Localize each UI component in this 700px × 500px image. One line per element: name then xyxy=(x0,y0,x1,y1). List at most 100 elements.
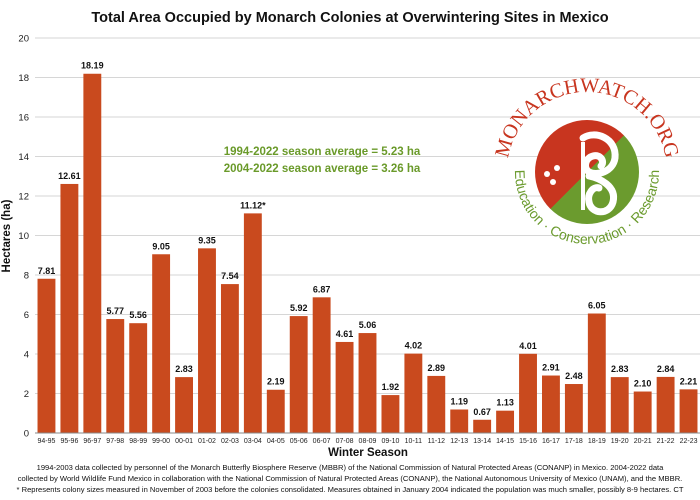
bar-07-08 xyxy=(335,341,354,433)
bar-02-03 xyxy=(220,284,239,433)
x-tick-label: 12-13 xyxy=(450,438,468,445)
x-tick-label: 11-12 xyxy=(428,438,445,445)
data-label: 2.83 xyxy=(175,364,193,374)
average-annotation-2004: 2004-2022 season average = 3.26 ha xyxy=(224,163,421,175)
data-label: 11.12* xyxy=(240,200,266,210)
bar-05-06 xyxy=(289,316,308,433)
x-tick-label: 14-15 xyxy=(496,438,514,445)
bar-16-17 xyxy=(542,375,560,433)
x-tick-label: 96-97 xyxy=(83,438,101,445)
bar-21-22 xyxy=(656,376,675,433)
data-label: 7.54 xyxy=(221,271,239,281)
butterfly-icon xyxy=(544,131,619,216)
bar-22-23 xyxy=(679,389,698,433)
y-tick-label: 18 xyxy=(18,73,29,84)
data-label: 5.56 xyxy=(129,310,147,320)
x-tick-label: 09-10 xyxy=(381,438,399,445)
footnote-line-2: collected by World Wildlife Fund Mexico … xyxy=(17,474,683,484)
y-axis-label: Hectares (ha) xyxy=(1,199,13,272)
data-label: 18.19 xyxy=(81,61,104,71)
data-label: 1.92 xyxy=(382,382,400,392)
bar-99-00 xyxy=(152,254,171,433)
x-tick-label: 22-23 xyxy=(680,438,698,445)
x-tick-label: 97-98 xyxy=(106,438,124,445)
data-label: 2.83 xyxy=(611,364,629,374)
bar-98-99 xyxy=(129,323,148,433)
x-tick-label: 95-96 xyxy=(60,438,78,445)
data-label: 2.91 xyxy=(542,363,560,373)
bar-95-96 xyxy=(60,183,79,433)
monarch-watch-logo: MONARCHWATCH.ORG Education · Conservatio… xyxy=(491,75,682,247)
x-axis-ticks: 94-95 95-96 96-97 97-98 98-99 99-00 00-01 01-02… xyxy=(38,438,698,445)
footnote-line-3: * Represents colony sizes measured in No… xyxy=(16,485,684,495)
data-label: 4.01 xyxy=(519,341,537,351)
y-tick-label: 12 xyxy=(18,192,29,203)
data-labels: 7.81 12.61 18.19 5.77 5.56 9.05 2.83 9.35 7.54 11… xyxy=(38,61,698,417)
y-tick-label: 14 xyxy=(18,152,29,163)
footnote-line-1: 1994-2003 data collected by personnel of… xyxy=(36,463,664,472)
bar-15-16 xyxy=(519,353,537,433)
bar-96-97 xyxy=(83,73,102,433)
x-tick-label: 05-06 xyxy=(290,438,308,445)
bar-12-13 xyxy=(450,409,469,433)
bar-13-14 xyxy=(473,419,492,433)
bar-09-10 xyxy=(381,395,400,433)
x-tick-label: 07-08 xyxy=(336,438,354,445)
x-tick-label: 18-19 xyxy=(588,438,606,445)
bar-94-95 xyxy=(37,278,56,433)
y-tick-label: 6 xyxy=(24,310,29,321)
data-label: 5.06 xyxy=(359,320,377,330)
data-label: 2.48 xyxy=(565,371,583,381)
data-label: 1.19 xyxy=(450,396,468,406)
y-tick-label: 8 xyxy=(24,271,29,282)
x-tick-label: 06-07 xyxy=(313,438,331,445)
chart-title: Total Area Occupied by Monarch Colonies … xyxy=(91,10,608,26)
bar-18-19 xyxy=(587,313,606,433)
bar-04-05 xyxy=(266,389,285,433)
y-tick-label: 0 xyxy=(24,429,29,440)
y-tick-label: 2 xyxy=(24,389,29,400)
y-tick-label: 4 xyxy=(24,350,29,361)
x-tick-label: 10-11 xyxy=(405,438,422,445)
data-label: 6.05 xyxy=(588,301,606,311)
data-label: 4.02 xyxy=(405,341,423,351)
x-tick-label: 98-99 xyxy=(129,438,147,445)
x-tick-label: 04-05 xyxy=(267,438,285,445)
bar-19-20 xyxy=(610,377,629,433)
bar-97-98 xyxy=(106,319,125,433)
data-label: 4.61 xyxy=(336,329,354,339)
data-label: 7.81 xyxy=(38,266,56,276)
x-tick-label: 21-22 xyxy=(657,438,675,445)
data-label: 9.05 xyxy=(152,241,170,251)
data-label: 1.13 xyxy=(496,398,514,408)
bar-20-21 xyxy=(633,391,652,433)
data-label: 2.10 xyxy=(634,379,652,389)
bar-01-02 xyxy=(198,248,216,433)
x-tick-label: 03-04 xyxy=(244,438,262,445)
data-label: 0.67 xyxy=(473,407,491,417)
data-label: 2.89 xyxy=(428,363,446,373)
data-label: 6.87 xyxy=(313,284,331,294)
data-label: 2.21 xyxy=(680,376,698,386)
bar-10-11 xyxy=(404,353,423,433)
y-tick-label: 16 xyxy=(18,113,29,124)
data-label: 5.77 xyxy=(106,306,124,316)
x-tick-label: 15-16 xyxy=(519,438,537,445)
x-tick-label: 02-03 xyxy=(221,438,239,445)
y-axis-ticks: 0 2 4 6 8 10 12 14 16 18 20 xyxy=(18,34,29,440)
y-tick-label: 20 xyxy=(18,34,29,45)
x-tick-label: 08-09 xyxy=(359,438,377,445)
bar-14-15 xyxy=(496,410,515,433)
bars xyxy=(37,73,698,433)
data-label: 9.35 xyxy=(198,235,216,245)
x-tick-label: 01-02 xyxy=(198,438,216,445)
average-annotation-1994: 1994-2022 season average = 5.23 ha xyxy=(224,146,421,158)
x-tick-label: 19-20 xyxy=(611,438,629,445)
x-tick-label: 99-00 xyxy=(152,438,170,445)
bar-00-01 xyxy=(175,377,193,433)
data-label: 12.61 xyxy=(58,171,81,181)
x-tick-label: 17-18 xyxy=(565,438,583,445)
data-label: 2.19 xyxy=(267,377,285,387)
bar-08-09 xyxy=(358,333,377,433)
